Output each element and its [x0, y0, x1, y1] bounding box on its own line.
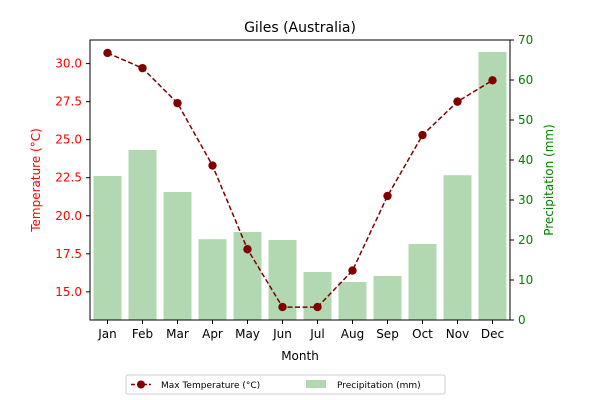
temperature-point-nov — [453, 97, 462, 106]
x-tick-label: Feb — [132, 327, 153, 341]
y-left-tick-label: 22.5 — [55, 171, 82, 185]
temperature-point-feb — [138, 63, 147, 73]
legend-bar-swatch — [306, 380, 326, 388]
y-right-tick-label: 60 — [518, 73, 533, 87]
precip-bar-oct — [408, 244, 437, 320]
legend-box — [125, 374, 446, 395]
y-axis-right-label: Precipitation (mm) — [542, 124, 556, 236]
precip-bar-feb — [128, 150, 157, 320]
y-left-tick-label: 25.0 — [55, 133, 82, 147]
temperature-point-may — [243, 245, 252, 254]
x-tick-label: Nov — [446, 327, 469, 341]
temperature-point-aug — [348, 266, 357, 275]
temperature-point-jan — [103, 48, 112, 58]
x-tick-label: Mar — [166, 327, 189, 341]
y-left-tick-label: 17.5 — [55, 247, 82, 261]
y-left-tick-label: 20.0 — [55, 209, 82, 223]
temperature-point-jul — [313, 302, 322, 312]
x-tick-label: Aug — [341, 327, 364, 341]
temperature-line-layer — [103, 48, 497, 312]
y-left-tick-label: 15.0 — [55, 285, 82, 299]
y-right-tick-label: 40 — [518, 153, 533, 167]
precip-bar-mar — [163, 192, 192, 320]
precipitation-bars — [93, 52, 507, 320]
temperature-line — [107, 52, 493, 308]
y-left-tick-label: 27.5 — [55, 95, 82, 109]
y-right-tick-label: 70 — [518, 33, 533, 47]
legend: Max Temperature (°C) Precipitation (mm) — [125, 374, 446, 395]
x-tick-label: Jun — [272, 327, 292, 341]
precip-bar-sep — [373, 276, 402, 320]
y-right-tick-label: 50 — [518, 113, 533, 127]
legend-label-temperature: Max Temperature (°C) — [161, 381, 260, 391]
y-axis-left: 15.0 17.5 20.0 22.5 25.0 27.5 30.0 — [55, 57, 90, 299]
precip-bar-jan — [93, 176, 122, 320]
temperature-point-apr — [208, 161, 217, 170]
y-right-tick-label: 10 — [518, 273, 533, 287]
y-right-tick-label: 0 — [518, 313, 526, 327]
precip-bar-apr — [198, 239, 227, 320]
x-tick-label: Oct — [412, 327, 433, 341]
y-axis-right: 0 10 20 30 40 50 60 70 — [510, 33, 533, 327]
temperature-point-sep — [383, 191, 392, 201]
precip-bar-dec — [478, 52, 507, 320]
precip-bar-jul — [303, 272, 332, 320]
x-tick-label: May — [235, 327, 260, 341]
x-tick-label: Sep — [376, 327, 399, 341]
precip-bar-nov — [443, 175, 472, 320]
temperature-point-jun — [278, 302, 287, 312]
temperature-point-dec — [488, 76, 497, 85]
x-tick-label: Apr — [202, 327, 223, 341]
y-right-tick-label: 20 — [518, 233, 533, 247]
temperature-point-oct — [418, 130, 427, 140]
temperature-point-mar — [173, 98, 182, 108]
plot-frame — [89, 39, 511, 321]
x-tick-label: Jul — [309, 327, 324, 341]
precip-bar-aug — [338, 282, 367, 320]
legend-marker-swatch — [137, 380, 145, 389]
x-tick-label: Dec — [481, 327, 504, 341]
legend-label-precipitation: Precipitation (mm) — [337, 381, 421, 391]
y-axis-left-label: Temperature (°C) — [29, 128, 43, 233]
chart-title: Giles (Australia) — [244, 20, 356, 36]
x-axis: Jan Feb Mar Apr May Jun Jul Aug Sep Oct Nov Dec — [97, 320, 504, 341]
y-right-tick-label: 30 — [518, 193, 533, 207]
x-axis-label: Month — [281, 349, 319, 363]
x-tick-label: Jan — [97, 327, 117, 341]
y-left-tick-label: 30.0 — [55, 57, 82, 71]
